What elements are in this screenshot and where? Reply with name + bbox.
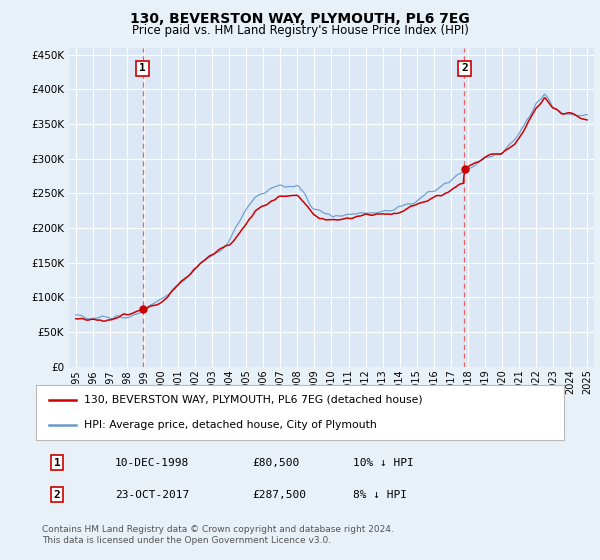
Text: 10-DEC-1998: 10-DEC-1998 (115, 458, 190, 468)
Text: Price paid vs. HM Land Registry's House Price Index (HPI): Price paid vs. HM Land Registry's House … (131, 24, 469, 37)
Text: 130, BEVERSTON WAY, PLYMOUTH, PL6 7EG: 130, BEVERSTON WAY, PLYMOUTH, PL6 7EG (130, 12, 470, 26)
Text: 130, BEVERSTON WAY, PLYMOUTH, PL6 7EG (detached house): 130, BEVERSTON WAY, PLYMOUTH, PL6 7EG (d… (83, 395, 422, 404)
Text: £287,500: £287,500 (253, 489, 307, 500)
Text: 2: 2 (54, 489, 61, 500)
Text: 10% ↓ HPI: 10% ↓ HPI (353, 458, 413, 468)
Text: 2: 2 (461, 63, 468, 73)
Text: Contains HM Land Registry data © Crown copyright and database right 2024.
This d: Contains HM Land Registry data © Crown c… (42, 525, 394, 545)
Text: HPI: Average price, detached house, City of Plymouth: HPI: Average price, detached house, City… (83, 420, 376, 430)
Text: 1: 1 (139, 63, 146, 73)
Text: 1: 1 (54, 458, 61, 468)
Text: 8% ↓ HPI: 8% ↓ HPI (353, 489, 407, 500)
Text: 23-OCT-2017: 23-OCT-2017 (115, 489, 190, 500)
Text: £80,500: £80,500 (253, 458, 300, 468)
